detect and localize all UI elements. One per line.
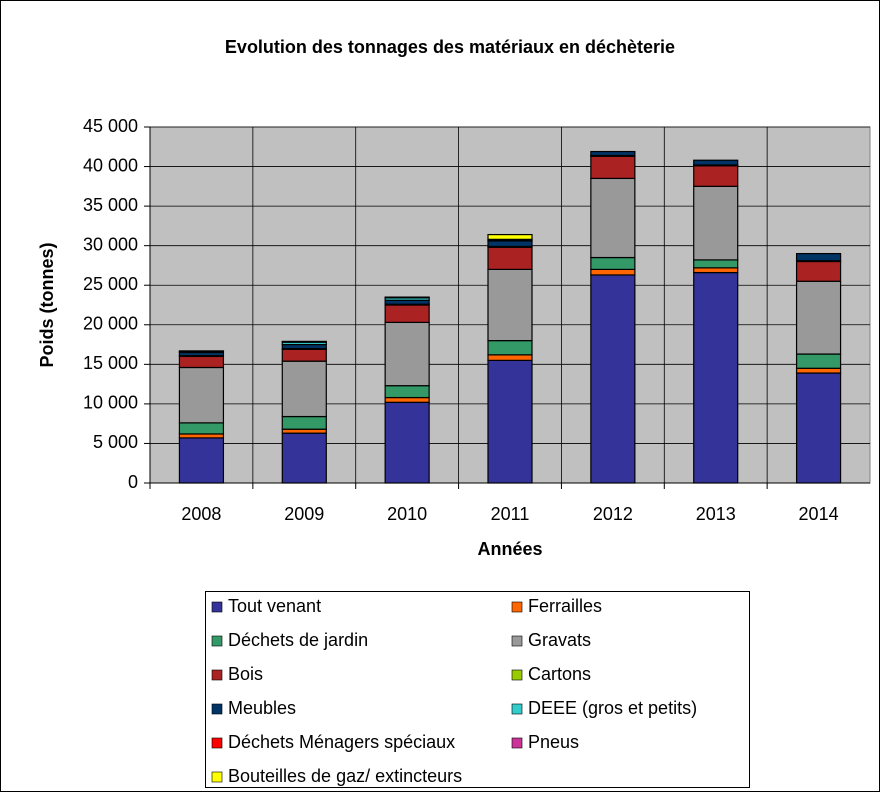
- y-axis-label: Poids (tonnes): [37, 242, 57, 367]
- bar-segment: [693, 185, 739, 261]
- legend-label: Déchets Ménagers spéciaux: [228, 732, 455, 752]
- bar-segment: [795, 260, 842, 282]
- bar-segment: [693, 159, 739, 166]
- bar-segment: [384, 396, 430, 403]
- legend-label: Bois: [228, 664, 263, 684]
- x-axis-label: Années: [477, 539, 542, 559]
- legend-swatch: [511, 669, 523, 681]
- bar-segment: [590, 256, 636, 270]
- bar-segment: [590, 150, 636, 157]
- y-tick-label: 35 000: [83, 195, 138, 215]
- bar-segment: [487, 359, 533, 484]
- bar-segment: [795, 353, 842, 369]
- bar-segment: [795, 252, 842, 262]
- legend-swatch: [211, 669, 223, 681]
- bar-segment: [384, 321, 430, 387]
- y-tick-label: 10 000: [83, 393, 138, 413]
- bar-segment: [384, 296, 430, 299]
- legend-swatch: [211, 703, 223, 715]
- y-tick-label: 30 000: [83, 234, 138, 254]
- bar-segment: [281, 415, 327, 430]
- x-tick-label: 2011: [491, 504, 530, 524]
- bar-segment: [693, 259, 739, 269]
- x-tick-label: 2010: [387, 504, 427, 524]
- legend-label: Tout venant: [228, 596, 321, 616]
- legend-swatch: [511, 703, 523, 715]
- y-tick-label: 20 000: [83, 314, 138, 334]
- legend-label: Déchets de jardin: [228, 630, 368, 650]
- legend-swatch: [511, 737, 523, 749]
- bar-segment: [178, 422, 225, 435]
- bar-segment: [693, 271, 739, 484]
- y-tick-label: 40 000: [83, 155, 138, 175]
- x-tick-label: 2008: [181, 504, 221, 524]
- bar-segment: [487, 354, 533, 361]
- bar-segment: [590, 155, 636, 180]
- bar-segment: [178, 350, 225, 353]
- legend-label: Pneus: [528, 732, 579, 752]
- legend-label: DEEE (gros et petits): [528, 698, 697, 718]
- bar-segment: [384, 385, 430, 399]
- bar-segment: [487, 340, 533, 356]
- bar-segment: [487, 240, 533, 248]
- legend-swatch: [211, 635, 223, 647]
- bar-segment: [590, 177, 636, 259]
- bar-segment: [281, 348, 327, 362]
- legend-label: Cartons: [528, 664, 591, 684]
- x-tick-label: 2013: [696, 504, 736, 524]
- legend-swatch: [511, 635, 523, 647]
- legend-swatch: [511, 601, 523, 613]
- legend-label: Meubles: [228, 698, 296, 718]
- x-tick-label: 2012: [593, 504, 633, 524]
- bar-segment: [693, 267, 739, 274]
- bar-segment: [281, 432, 327, 484]
- x-tick-label: 2014: [799, 504, 839, 524]
- bar-segment: [281, 360, 327, 418]
- bar-segment: [693, 165, 739, 187]
- y-tick-label: 5 000: [93, 432, 138, 452]
- legend-label: Bouteilles de gaz/ extincteurs: [228, 766, 462, 786]
- bar-segment: [590, 274, 636, 484]
- bar-segment: [487, 246, 533, 270]
- bar-segment: [795, 280, 842, 355]
- chart-title: Evolution des tonnages des matériaux en …: [225, 37, 675, 57]
- legend-swatch: [211, 601, 223, 613]
- legend-swatch: [211, 771, 223, 783]
- bar-segment: [487, 233, 533, 240]
- y-tick-label: 25 000: [83, 274, 138, 294]
- legend-label: Gravats: [528, 630, 591, 650]
- bar-segment: [178, 355, 225, 369]
- bar-segment: [487, 268, 533, 342]
- bar-segment: [795, 372, 842, 484]
- y-tick-label: 0: [128, 472, 138, 492]
- legend-swatch: [211, 737, 223, 749]
- legend: [205, 591, 750, 788]
- bar-segment: [281, 340, 327, 343]
- bar-segment: [384, 401, 430, 484]
- bar-segment: [178, 437, 225, 484]
- y-tick-label: 45 000: [83, 116, 138, 136]
- legend-label: Ferrailles: [528, 596, 602, 616]
- bar-segment: [795, 367, 842, 374]
- y-tick-label: 15 000: [83, 353, 138, 373]
- bar-segment: [178, 366, 225, 424]
- bar-segment: [590, 268, 636, 276]
- x-tick-label: 2009: [284, 504, 324, 524]
- bar-segment: [384, 304, 430, 324]
